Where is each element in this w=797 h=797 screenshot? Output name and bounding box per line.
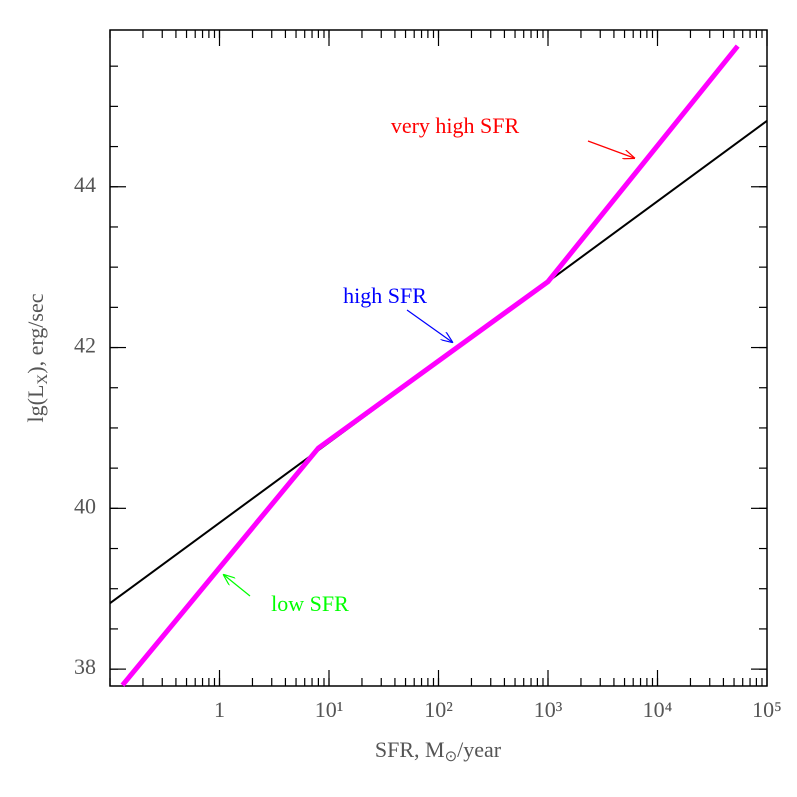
annotation: high SFR: [343, 283, 427, 308]
y-label-part: lg(L: [23, 385, 48, 423]
x-tick-label: 10²: [424, 697, 453, 722]
x-label-part: /year: [457, 737, 502, 762]
y-tick-label: 38: [74, 654, 96, 679]
annotation-arrow: [406, 309, 452, 342]
annotation: low SFR: [271, 591, 349, 616]
y-tick-label: 40: [74, 493, 96, 518]
data-line: [120, 44, 740, 687]
x-tick-label: 10¹: [315, 697, 344, 722]
y-axis-label: lg(LX), erg/sec: [23, 293, 51, 422]
x-tick-label: 10⁴: [643, 697, 673, 722]
x-axis-label: SFR, M⊙/year: [375, 737, 502, 765]
x-tick-label: 10³: [534, 697, 563, 722]
annotation-arrow: [587, 140, 634, 158]
y-label-sub: X: [35, 374, 51, 385]
x-label-sub: ⊙: [445, 749, 458, 765]
y-tick-label: 44: [74, 172, 96, 197]
y-tick-label: 42: [74, 333, 96, 358]
x-tick-label: 10⁵: [752, 697, 782, 722]
x-label-part: SFR, M: [375, 737, 445, 762]
annotation: very high SFR: [391, 113, 520, 138]
y-label-part: ), erg/sec: [23, 293, 48, 373]
annotation-arrow: [224, 575, 251, 597]
x-tick-label: 1: [214, 697, 225, 722]
